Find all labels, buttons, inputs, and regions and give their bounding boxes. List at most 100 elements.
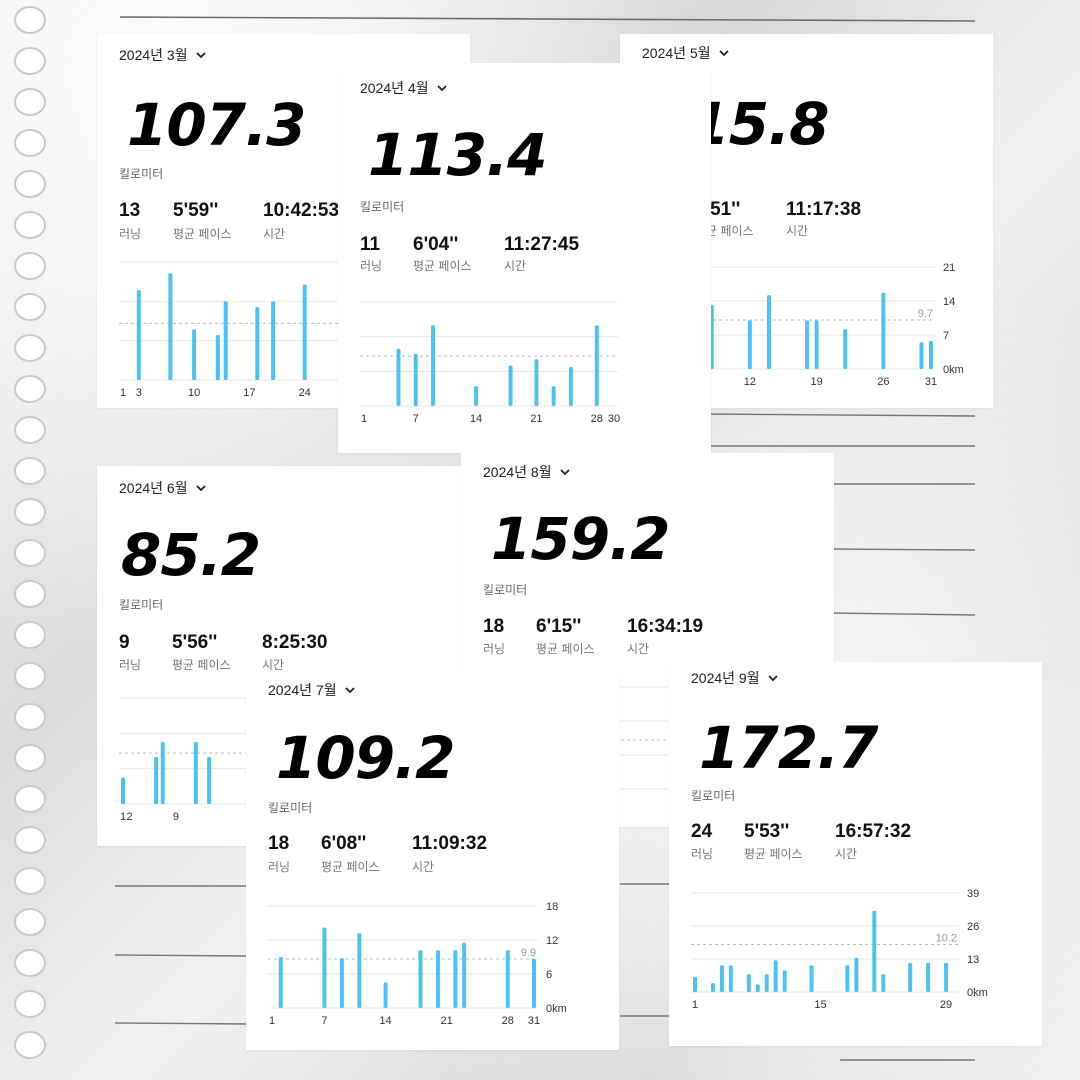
x-tick-label: 26 [877,376,889,388]
bar-day-30 [919,342,924,369]
month-card-jul: 2024년 7월 109.2 킬로미터 18 러닝 6'08'' 평균 페이스 11:09:3… [246,672,619,1050]
hole-shape [14,252,46,280]
x-tick-label: 19 [810,376,822,388]
month-selector[interactable]: 2024년 7월 [268,680,356,700]
hole-shape [14,457,46,485]
y-tick-label: 39 [967,889,979,900]
total-time-value: 16:34:19 [627,616,704,637]
hole-shape [14,990,46,1018]
hole-shape [14,416,46,444]
total-time-label: 시간 [504,259,527,273]
x-tick-label: 29 [940,999,952,1011]
daily-distance-chart: 1 15 29 39 26 13 0km 10.2 [691,889,988,1011]
x-tick-label: 14 [470,413,482,425]
month-selector[interactable]: 2024년 3월 [119,45,207,65]
month-card-apr: 2024년 4월 113.4 킬로미터 11 러닝 6'04'' 평균 페이스 11:27:4… [338,63,711,453]
bar-day-22 [843,329,848,369]
bar-day-11 [782,970,787,992]
chevron-down-icon[interactable] [767,672,779,684]
bar-day-31 [532,958,536,1008]
hole-shape [14,826,46,854]
chevron-down-shape [195,485,206,492]
month-label: 2024년 6월 [119,480,188,496]
x-tick-label: 1 [692,999,698,1011]
runs-count-label: 러닝 [268,860,291,874]
chevron-down-shape [344,687,355,694]
bar-day-20 [271,301,276,380]
month-selector[interactable]: 2024년 5월 [642,43,730,63]
total-time-value: 10:42:53 [263,200,340,221]
average-pace-value: 6'08'' [321,833,367,854]
month-label: 2024년 3월 [119,47,188,63]
month-label: 2024년 4월 [360,80,429,96]
runs-count-label: 러닝 [691,847,714,861]
x-tick-label: 14 [379,1015,391,1027]
y-tick-label: 21 [943,263,955,274]
average-pace-label: 평균 페이스 [172,658,231,672]
average-value-label: 10.2 [936,932,957,944]
x-tick-label: 31 [925,376,937,388]
chevron-down-shape [559,469,570,476]
distance-unit: 킬로미터 [119,167,164,181]
month-selector[interactable]: 2024년 9월 [691,668,779,688]
y-tick-label: 0km [546,1003,567,1015]
bar-day-14 [383,982,388,1008]
hole-shape [14,744,46,772]
hole-shape [14,170,46,198]
bar-day-23 [462,942,467,1008]
hole-shape [14,580,46,608]
average-value-label: 9.9 [521,947,536,959]
runs-count-label: 러닝 [483,642,506,656]
x-tick-label: 15 [814,999,826,1011]
hole-shape [14,621,46,649]
distance-unit: 킬로미터 [483,583,528,597]
hole-shape [14,6,46,34]
month-selector[interactable]: 2024년 4월 [360,78,448,98]
hole-shape [14,949,46,977]
chevron-down-shape [767,675,778,682]
chevron-down-icon[interactable] [195,49,207,61]
total-time-label: 시간 [412,860,435,874]
average-pace-label: 평균 페이스 [173,227,232,241]
bar-day-7 [160,741,165,804]
x-tick-label: 2 [127,811,133,823]
hole-shape [14,539,46,567]
average-pace-label: 평균 페이스 [536,642,595,656]
bar-day-12 [747,320,752,369]
hole-shape [14,47,46,75]
chevron-down-icon[interactable] [195,482,207,494]
bar-day-11 [357,933,362,1008]
x-tick-label: 30 [608,413,620,425]
average-pace-label: 평균 페이스 [413,259,472,273]
hole-shape [14,703,46,731]
distance-value: 172.7 [699,714,878,782]
hole-shape [14,375,46,403]
month-selector[interactable]: 2024년 6월 [119,478,207,498]
month-selector[interactable]: 2024년 8월 [483,462,571,482]
y-tick-label: 14 [943,296,955,308]
x-tick-label: 24 [299,387,311,399]
average-value-label: 9.7 [918,308,933,320]
hole-shape [14,498,46,526]
chevron-down-icon[interactable] [718,47,730,59]
chevron-down-icon[interactable] [436,82,448,94]
daily-distance-chart: 1 3 10 17 24 [119,261,364,399]
runs-count-label: 러닝 [119,227,142,241]
x-tick-label: 7 [321,1015,327,1027]
total-time-value: 8:25:30 [262,632,328,653]
average-pace-label: 평균 페이스 [321,860,380,874]
bar-day-14 [809,965,814,992]
month-label: 2024년 5월 [642,45,711,61]
bar-day-14 [766,295,771,369]
total-time-label: 시간 [786,224,809,238]
chevron-down-icon[interactable] [344,684,356,696]
bar-day-8 [755,984,760,992]
chevron-down-shape [436,85,447,92]
bar-day-19 [814,320,819,369]
chevron-down-icon[interactable] [559,466,571,478]
bar-day-28 [594,325,599,406]
distance-unit: 킬로미터 [268,801,313,815]
bar-day-22 [453,950,458,1008]
bar-day-18 [255,306,260,380]
bar-day-27 [926,962,931,992]
